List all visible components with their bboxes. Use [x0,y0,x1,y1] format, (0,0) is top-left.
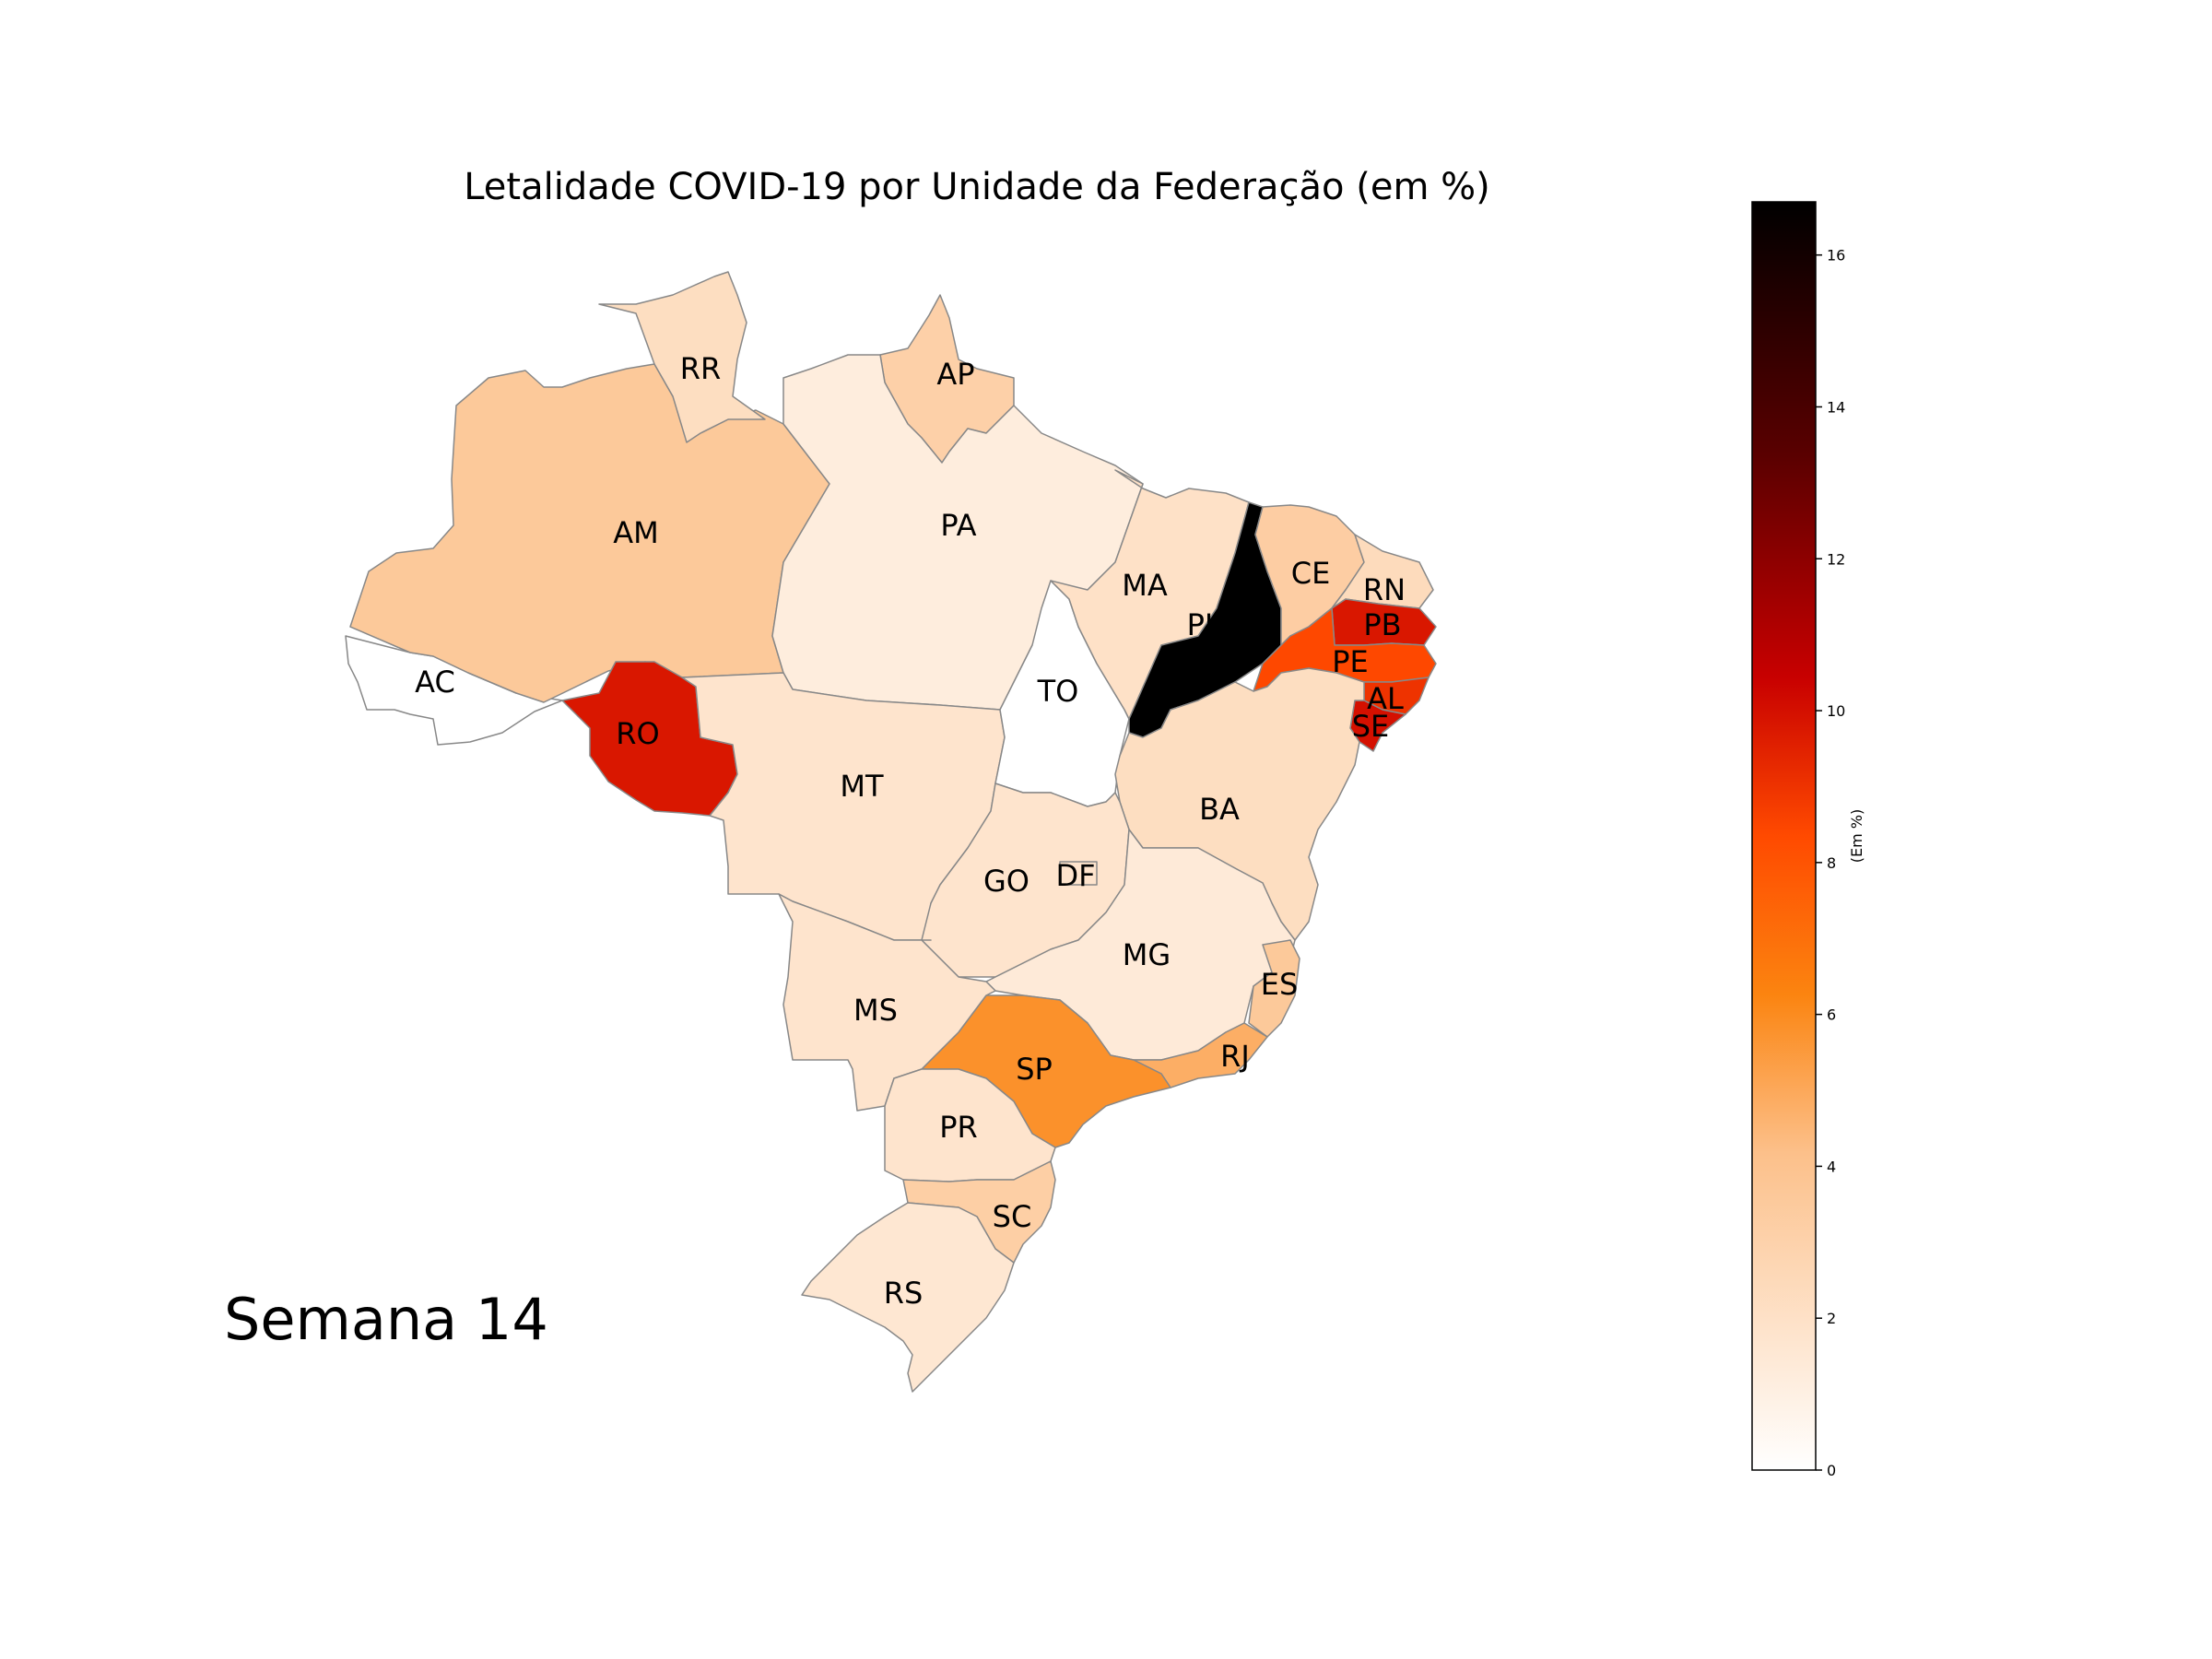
state-label-pa: PA [940,508,976,543]
state-label-rs: RS [884,1276,924,1311]
state-label-pb: PB [1363,607,1401,642]
state-label-sc: SC [993,1199,1032,1234]
colorbar-tick-label: 14 [1827,398,1845,416]
state-label-se: SE [1352,709,1390,744]
state-label-al: AL [1367,681,1404,716]
state-label-ac: AC [415,665,455,700]
state-label-rj: RJ [1220,1039,1250,1074]
colorbar-tick-label: 16 [1827,247,1845,265]
state-label-rr: RR [680,351,721,386]
state-rj [1133,1022,1268,1088]
colorbar-gradient [1751,201,1817,1471]
state-rs [801,1202,1015,1393]
week-label: Semana 14 [224,1286,548,1353]
state-label-mt: MT [840,769,884,804]
state-label-df: DF [1055,858,1095,893]
state-label-ap: AP [936,357,974,392]
state-label-ba: BA [1199,792,1240,827]
colorbar-tick-label: 10 [1827,702,1845,720]
colorbar-tick-label: 6 [1827,1006,1836,1024]
state-label-ms: MS [853,993,898,1028]
state-rr [598,271,766,443]
state-ms [778,893,996,1112]
colorbar-tick-label: 12 [1827,550,1845,568]
state-label-ma: MA [1122,568,1168,603]
colorbar: 0 2 4 6 8 10 12 14 16 (Em %) [1751,201,1865,1479]
state-label-pe: PE [1332,644,1369,679]
state-label-ce: CE [1291,556,1331,591]
colorbar-ticks: 0 2 4 6 8 10 12 14 16 [1816,247,1845,1479]
state-label-pi: PI [1187,607,1214,642]
state-label-go: GO [983,864,1030,899]
state-es [1248,939,1300,1038]
state-label-am: AM [613,515,659,550]
state-label-rn: RN [1363,572,1406,607]
colorbar-tick-label: 4 [1827,1158,1836,1175]
state-label-ro: RO [616,716,659,751]
state-label-es: ES [1261,967,1299,1002]
colorbar-tick-label: 2 [1827,1310,1836,1327]
colorbar-label: (Em %) [1848,809,1865,863]
colorbar-tick-label: 0 [1827,1462,1836,1479]
map-title: Letalidade COVID-19 por Unidade da Feder… [464,166,1490,208]
state-label-to: TO [1037,674,1079,709]
colorbar-tick-label: 8 [1827,854,1836,872]
state-df [1059,861,1098,886]
states-layer [345,271,1437,1393]
state-label-sp: SP [1016,1052,1053,1087]
state-label-pr: PR [939,1110,978,1145]
state-label-mg: MG [1123,937,1171,972]
